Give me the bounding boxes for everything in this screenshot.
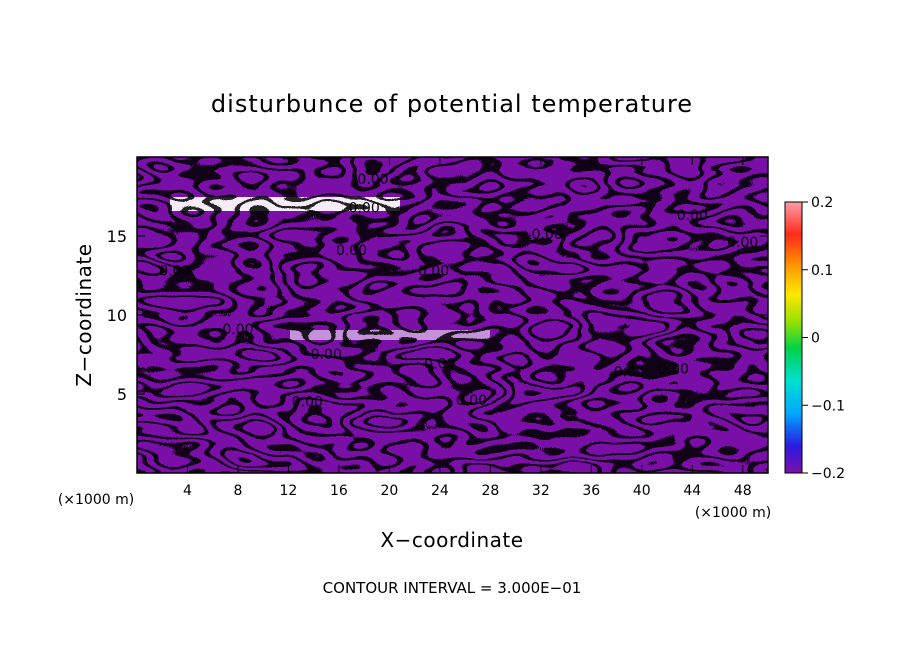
contour-label: 0.00	[532, 227, 563, 243]
colorbar-tick-label: 0	[811, 331, 820, 347]
x-tick-label: 12	[280, 483, 298, 499]
contour-label: 0.00	[292, 395, 323, 411]
contour-label: 0.00	[311, 347, 342, 363]
colorbar-ticks: 0.2 0.1 0 −0.1 −0.2	[802, 195, 845, 482]
y-tick-label: 5	[117, 385, 127, 404]
x-tick-label: 32	[532, 483, 550, 499]
contour-label: 0.00	[336, 243, 367, 259]
y-unit-label: (×1000 m)	[58, 492, 134, 508]
x-tick-label: 24	[431, 483, 449, 499]
contour-lines	[137, 157, 768, 473]
contour-interval: CONTOUR INTERVAL = 3.000E−01	[323, 579, 582, 597]
contour-label: 0.00	[159, 264, 190, 280]
colorbar-tick-label: −0.2	[811, 466, 845, 482]
contour-label: 0.00	[658, 361, 689, 377]
x-tick-label: 16	[330, 483, 348, 499]
contour-label: 0.00	[677, 208, 708, 224]
x-tick-label: 28	[481, 483, 499, 499]
x-unit-label: (×1000 m)	[695, 505, 771, 521]
contour-label: 0.00	[424, 357, 455, 373]
contour-label: 0.00	[222, 322, 253, 338]
colorbar-tick-label: 0.2	[811, 195, 833, 211]
contour-label: 0.00	[349, 200, 380, 216]
colorbar-tick-label: −0.1	[811, 398, 845, 414]
y-tick-label: 10	[107, 306, 127, 325]
contour-label: 0.00	[418, 264, 449, 280]
colorbar-gradient	[784, 201, 803, 474]
contour-label: 0.00	[456, 393, 487, 409]
x-tick-label: 44	[683, 483, 701, 499]
plot-area: 0.00 0.00 0.00 0.00 0.00 0.00 0.00 0.00 0.00 0.00…	[137, 157, 768, 473]
x-tick-label: 8	[233, 483, 242, 499]
contour-labels: 0.00 0.00 0.00 0.00 0.00 0.00 0.00 0.00 0.00 0.00…	[159, 172, 758, 411]
x-tick-label: 48	[734, 483, 752, 499]
colorbar-tick-label: 0.1	[811, 263, 833, 279]
y-tick-label: 15	[107, 227, 127, 246]
chart-title: disturbunce of potential temperature	[211, 90, 693, 118]
contour-label: 0.00	[727, 235, 758, 251]
x-tick-label: 20	[380, 483, 398, 499]
contour-label: 0.00	[614, 365, 645, 381]
contour-label: 0.00	[357, 172, 388, 188]
y-axis: 5 10 15	[107, 227, 768, 404]
y-axis-label: Z−coordinate	[72, 243, 96, 386]
x-tick-label: 40	[633, 483, 651, 499]
x-tick-label: 4	[183, 483, 192, 499]
x-axis-label: X−coordinate	[380, 528, 523, 552]
x-axis: 4 8 12 16 20 24 28 32 36 40 44 48	[183, 157, 752, 499]
colorbar: 0.2 0.1 0 −0.1 −0.2	[784, 195, 845, 482]
x-tick-label: 36	[582, 483, 600, 499]
